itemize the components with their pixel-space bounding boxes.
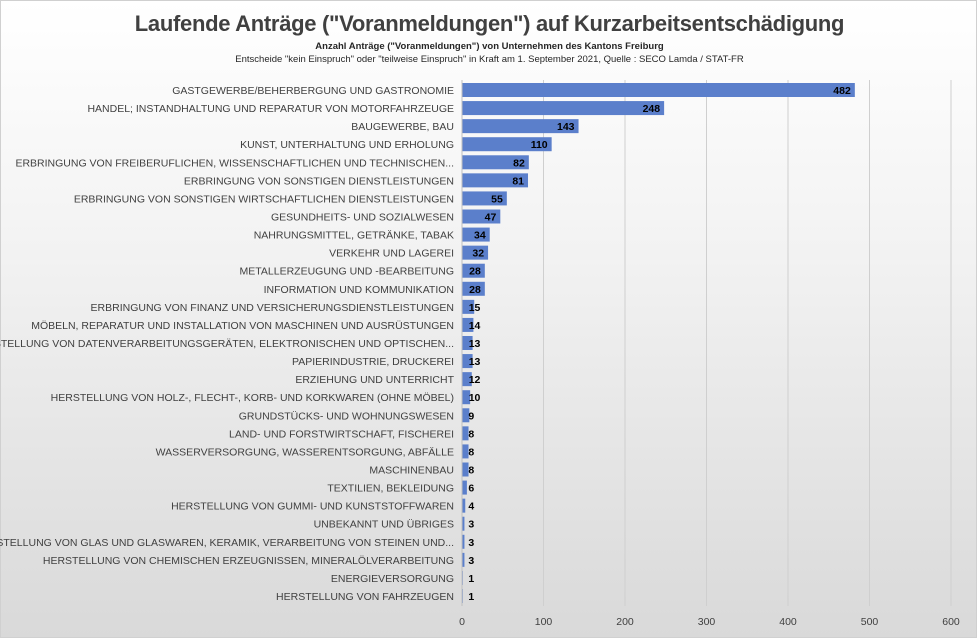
bar [462,227,490,242]
category-label: BAUGEWERBE, BAU [351,121,454,133]
category-label: INFORMATION UND KOMMUNIKATION [264,284,454,296]
bar [462,263,485,278]
data-label: 8 [468,446,474,458]
data-label: 110 [531,139,548,151]
category-label: ENERGIEVERSORGUNG [331,573,454,585]
bar [462,137,552,152]
category-label: ERBRINGUNG VON SONSTIGEN WIRTSCHAFTLICHE… [74,193,454,205]
data-label: 6 [468,483,474,495]
bar [462,534,465,549]
category-label: HANDEL; INSTANDHALTUNG UND REPARATUR VON… [87,103,454,115]
bar [462,281,485,296]
chart-subtitle: Anzahl Anträge ("Voranmeldungen") von Un… [315,41,664,52]
category-label: ERBRINGUNG VON FREIBERUFLICHEN, WISSENSC… [15,157,454,169]
category-label: UNBEKANNT UND ÜBRIGES [314,519,454,531]
bar [462,173,529,188]
bar [462,191,507,206]
x-tick-label: 500 [861,616,879,628]
data-label: 143 [557,121,575,133]
x-tick-label: 100 [535,616,553,628]
bar [462,372,472,387]
category-label: ERBRINGUNG VON FINANZ UND VERSICHERUNGSD… [91,302,454,314]
x-tick-label: 0 [459,616,465,628]
data-label: 14 [469,320,481,332]
bar [462,516,465,531]
chart-title: Laufende Anträge ("Voranmeldungen") auf … [134,11,845,36]
data-label: 34 [474,230,486,242]
category-label: GRUNDSTÜCKS- UND WOHNUNGSWESEN [239,410,454,422]
category-label: PAPIERINDUSTRIE, DRUCKEREI [292,356,454,368]
bar [462,354,473,369]
x-tick-label: 600 [942,616,960,628]
data-label: 482 [833,85,851,97]
category-label: HERSTELLUNG VON CHEMISCHEN ERZEUGNISSEN,… [43,555,454,567]
bar [462,480,467,495]
category-label: HERSTELLUNG VON HOLZ-, FLECHT-, KORB- UN… [51,392,454,404]
bar [462,408,470,423]
data-label: 28 [469,284,481,296]
category-label: MÖBELN, REPARATUR UND INSTALLATION VON M… [31,320,454,332]
bar [462,299,475,314]
category-label: METALLERZEUGUNG UND -BEARBEITUNG [240,266,455,278]
category-label: KUNST, UNTERHALTUNG UND ERHOLUNG [240,139,454,151]
category-label: GASTGEWERBE/BEHERBERGUNG UND GASTRONOMIE [172,85,454,97]
bar [462,552,465,567]
data-label: 10 [469,392,481,404]
category-label: ERBRINGUNG VON SONSTIGEN DIENSTLEISTUNGE… [184,175,454,187]
data-label: 8 [468,428,474,440]
bar [462,209,501,224]
chart-note: Entscheide "kein Einspruch" oder "teilwe… [235,54,744,65]
data-label: 12 [469,374,481,386]
data-label: 28 [469,266,481,278]
category-label: GESUNDHEITS- UND SOZIALWESEN [271,212,454,224]
bar [462,462,469,477]
bar [462,119,579,134]
bar [462,444,469,459]
bar [462,317,474,332]
category-label: TEXTILIEN, BEKLEIDUNG [327,483,454,495]
category-label: HERSTELLUNG VON FAHRZEUGEN [276,591,454,603]
bar [462,245,489,260]
bar [462,83,855,97]
data-label: 13 [469,356,481,368]
data-label: 55 [491,193,503,205]
data-label: 82 [513,157,525,169]
category-label: HERSTELLUNG VON GUMMI- UND KUNSTSTOFFWAR… [171,501,454,513]
data-label: 81 [512,175,524,187]
data-label: 9 [468,410,474,422]
category-label: MASCHINENBAU [369,465,454,477]
category-label: LAND- UND FORSTWIRTSCHAFT, FISCHEREI [229,428,454,440]
data-label: 4 [468,501,474,513]
category-label: WASSERVERSORGUNG, WASSERENTSORGUNG, ABFÄ… [156,446,454,458]
x-tick-label: 300 [698,616,716,628]
data-label: 248 [643,103,661,115]
category-label: NAHRUNGSMITTEL, GETRÄNKE, TABAK [254,230,454,242]
bar [462,498,466,513]
data-label: 1 [468,573,474,585]
bar [462,155,529,170]
data-label: 8 [468,465,474,477]
data-label: 3 [468,519,474,531]
category-label: VERKEHR UND LAGEREI [329,248,454,260]
category-label: HERSTELLUNG VON DATENVERARBEITUNGSGERÄTE… [0,338,454,350]
data-label: 13 [469,338,481,350]
bar [462,426,469,441]
bar [462,101,665,116]
data-label: 3 [468,555,474,567]
category-label: HERSTELLUNG VON GLAS UND GLASWAREN, KERA… [0,537,454,549]
x-tick-label: 200 [616,616,634,628]
category-label: ERZIEHUNG UND UNTERRICHT [295,374,454,386]
data-label: 15 [469,302,481,314]
data-label: 32 [472,248,484,260]
data-label: 47 [485,212,497,224]
bar [462,336,473,350]
data-label: 1 [468,591,474,603]
bar [462,390,471,405]
data-label: 3 [468,537,474,549]
x-tick-label: 400 [779,616,797,628]
